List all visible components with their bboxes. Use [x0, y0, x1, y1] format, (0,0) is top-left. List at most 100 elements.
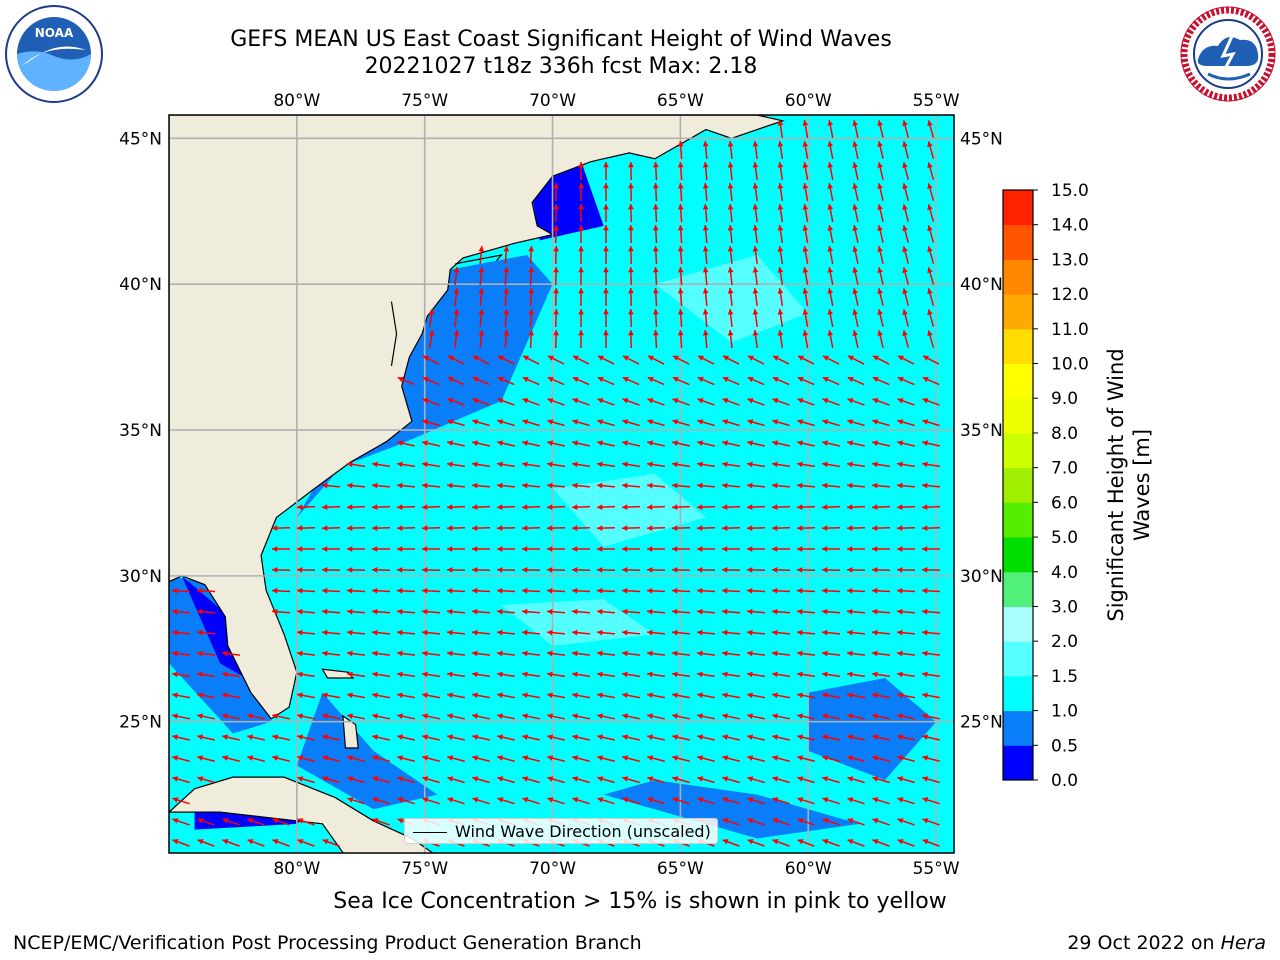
- wave-direction-arrow: [771, 629, 791, 636]
- legend-line-icon: [413, 832, 447, 833]
- wave-direction-arrow: [747, 355, 765, 365]
- wave-direction-arrow: [747, 376, 765, 386]
- wave-direction-arrow: [797, 776, 815, 784]
- wave-direction-arrow: [547, 797, 565, 805]
- colorbar-tick-label: 9.0: [1051, 389, 1078, 409]
- wave-direction-arrow: [847, 692, 865, 699]
- wave-direction-arrow: [752, 203, 759, 223]
- wave-direction-arrow: [221, 650, 241, 657]
- wave-direction-arrow: [902, 120, 909, 138]
- wave-direction-arrow: [877, 330, 884, 348]
- wave-direction-arrow: [447, 734, 465, 741]
- wave-direction-arrow: [847, 797, 865, 805]
- wave-direction-arrow: [453, 329, 460, 349]
- wave-direction-arrow: [797, 839, 815, 847]
- wave-direction-arrow: [597, 755, 615, 762]
- wave-direction-arrow: [596, 650, 616, 657]
- wave-direction-arrow: [852, 183, 859, 201]
- wave-direction-arrow: [196, 608, 216, 615]
- wave-direction-arrow: [747, 776, 765, 784]
- wave-direction-arrow: [771, 650, 791, 657]
- wave-direction-arrow: [196, 587, 216, 594]
- wave-direction-arrow: [802, 162, 809, 180]
- wave-direction-arrow: [922, 398, 940, 406]
- wave-direction-arrow: [472, 776, 490, 784]
- wave-direction-arrow: [546, 608, 566, 615]
- wave-direction-arrow: [522, 398, 540, 406]
- wave-direction-arrow: [771, 482, 791, 489]
- wave-direction-arrow: [672, 398, 690, 406]
- wave-direction-arrow: [677, 161, 684, 181]
- wave-direction-arrow: [546, 650, 566, 657]
- wave-direction-arrow: [446, 504, 466, 511]
- wave-direction-arrow: [571, 587, 591, 594]
- wave-direction-arrow: [247, 818, 265, 826]
- wave-direction-arrow: [696, 461, 716, 468]
- lat-tick-right: 30°N: [960, 567, 1003, 587]
- wave-direction-arrow: [297, 692, 315, 699]
- lat-tick-right: 25°N: [960, 713, 1003, 733]
- colorbar-segment: [1003, 537, 1033, 573]
- wave-direction-arrow: [346, 482, 366, 489]
- wave-direction-arrow: [902, 330, 909, 348]
- wave-direction-arrow: [372, 692, 390, 699]
- wave-direction-arrow: [902, 309, 909, 327]
- wave-direction-arrow: [727, 224, 734, 244]
- wave-direction-arrow: [846, 608, 866, 615]
- wave-direction-arrow: [697, 797, 715, 805]
- wave-direction-arrow: [171, 629, 191, 636]
- wave-direction-arrow: [871, 525, 891, 531]
- footer-credit: NCEP/EMC/Verification Post Processing Pr…: [13, 932, 642, 954]
- wave-direction-arrow: [603, 224, 609, 244]
- wave-direction-arrow: [872, 376, 890, 386]
- wave-direction-arrow: [772, 797, 790, 805]
- wave-direction-arrow: [877, 309, 884, 327]
- wave-direction-arrow: [771, 671, 791, 678]
- wave-direction-arrow: [222, 734, 240, 741]
- wave-direction-arrow: [597, 419, 615, 427]
- wave-direction-arrow: [797, 734, 815, 741]
- lon-tick-top: 65°W: [657, 91, 704, 111]
- wave-direction-arrow: [172, 692, 190, 699]
- wave-direction-arrow: [722, 755, 740, 762]
- wave-direction-arrow: [321, 629, 341, 636]
- wave-direction-arrow: [727, 266, 734, 286]
- wave-direction-arrow: [746, 671, 766, 678]
- wave-direction-arrow: [802, 183, 809, 201]
- wave-direction-arrow: [847, 398, 865, 406]
- wave-direction-arrow: [652, 287, 659, 307]
- wave-direction-arrow: [802, 204, 809, 222]
- wave-direction-arrow: [852, 120, 859, 138]
- wave-direction-arrow: [447, 440, 465, 447]
- wave-direction-arrow: [897, 839, 915, 847]
- wave-direction-arrow: [472, 713, 490, 720]
- wave-direction-arrow: [772, 398, 790, 406]
- wave-direction-arrow: [722, 398, 740, 406]
- wave-direction-arrow: [621, 504, 641, 511]
- wave-direction-arrow: [471, 650, 491, 657]
- wave-direction-arrow: [196, 629, 216, 636]
- wave-direction-arrow: [572, 376, 590, 386]
- wave-direction-arrow: [897, 776, 915, 784]
- wave-direction-arrow: [547, 419, 565, 427]
- wave-direction-arrow: [721, 608, 741, 615]
- wave-direction-arrow: [197, 776, 215, 784]
- lat-tick-left: 40°N: [119, 275, 162, 295]
- wave-direction-arrow: [846, 482, 866, 489]
- wave-direction-arrow: [671, 629, 691, 636]
- wave-direction-arrow: [846, 629, 866, 636]
- wave-direction-arrow: [722, 376, 740, 386]
- wave-direction-arrow: [922, 440, 940, 447]
- wave-direction-arrow: [596, 546, 616, 552]
- wave-direction-arrow: [521, 482, 541, 489]
- wave-direction-arrow: [696, 608, 716, 615]
- wave-direction-arrow: [822, 776, 840, 784]
- footer-date: 29 Oct 2022 on Hera: [1067, 932, 1266, 954]
- wave-direction-arrow: [197, 692, 215, 699]
- wave-direction-arrow: [822, 440, 840, 447]
- wave-direction-arrow: [877, 225, 884, 243]
- wave-direction-arrow: [396, 671, 416, 678]
- wave-direction-arrow: [371, 525, 391, 531]
- colorbar-tick-label: 13.0: [1051, 250, 1089, 270]
- wave-direction-arrow: [722, 734, 740, 741]
